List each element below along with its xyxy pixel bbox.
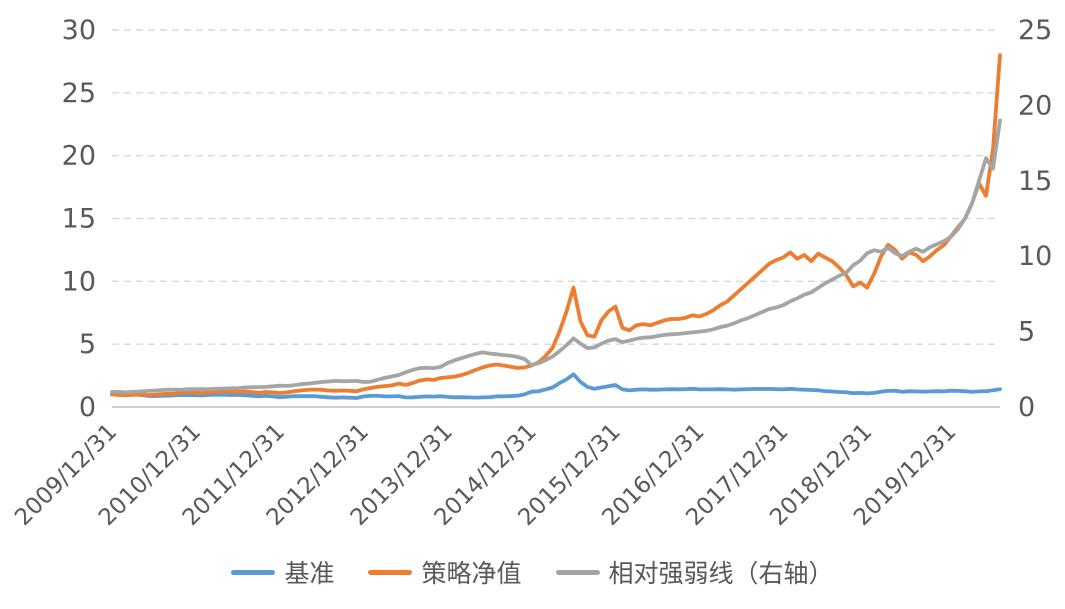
left-axis-tick-label: 30 [62,15,96,46]
legend-label-strategy-nav: 策略净值 [421,559,522,588]
legend-item-relative-strength: 相对强弱线（右轴） [555,554,834,590]
benchmark-line [110,372,1002,400]
legend-label-relative-strength: 相对强弱线（右轴） [608,559,834,588]
relative-strength-legend-line-swatch [555,569,600,575]
left-axis-tick-label: 10 [62,266,96,297]
right-axis-tick-label: 0 [1018,392,1035,423]
chart-legend: 基准 策略净值 相对强弱线（右轴） [0,554,1065,590]
legend-label-benchmark: 基准 [284,559,335,588]
right-axis-tick-label: 5 [1018,317,1035,348]
left-axis-tick-label: 0 [79,392,96,423]
legend-item-benchmark: 基准 [231,554,334,590]
right-axis-tick-label: 15 [1018,166,1052,197]
left-axis-tick-label: 15 [62,204,96,235]
chart-canvas: 05101520253005101520252009/12/312010/12/… [10,15,1052,531]
strategy-nav-line [110,53,1002,398]
left-axis-tick-label: 25 [62,78,96,109]
legend-item-strategy-nav: 策略净值 [368,554,522,590]
right-axis-tick-label: 25 [1018,15,1052,46]
relative-strength-line [110,118,1002,395]
strategy-nav-legend-line-swatch [368,569,413,575]
left-axis-tick-label: 20 [62,141,96,172]
right-axis-tick-label: 10 [1018,241,1052,272]
benchmark-legend-line-swatch [231,569,276,575]
right-axis-tick-label: 20 [1018,90,1052,121]
left-axis-tick-label: 5 [79,329,96,360]
